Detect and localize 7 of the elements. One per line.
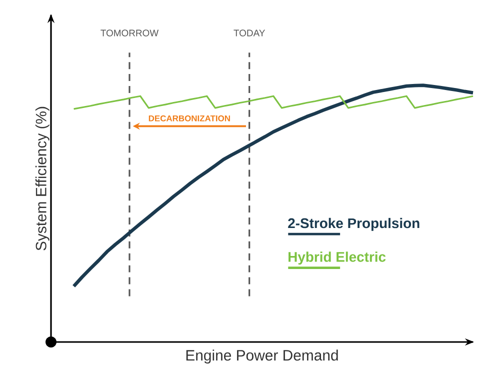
text: Hybrid Electric: [288, 252, 386, 265]
y-axis-title: System Efficiency (%): [35, 106, 50, 250]
text: TOMORROW: [100, 30, 159, 36]
text: 2-Stroke Propulsion: [288, 218, 420, 231]
annotation: DECARBONIZATION: [148, 115, 230, 122]
x-axis-title: Engine Power Demand: [186, 350, 338, 364]
text: TODAY: [234, 30, 266, 36]
